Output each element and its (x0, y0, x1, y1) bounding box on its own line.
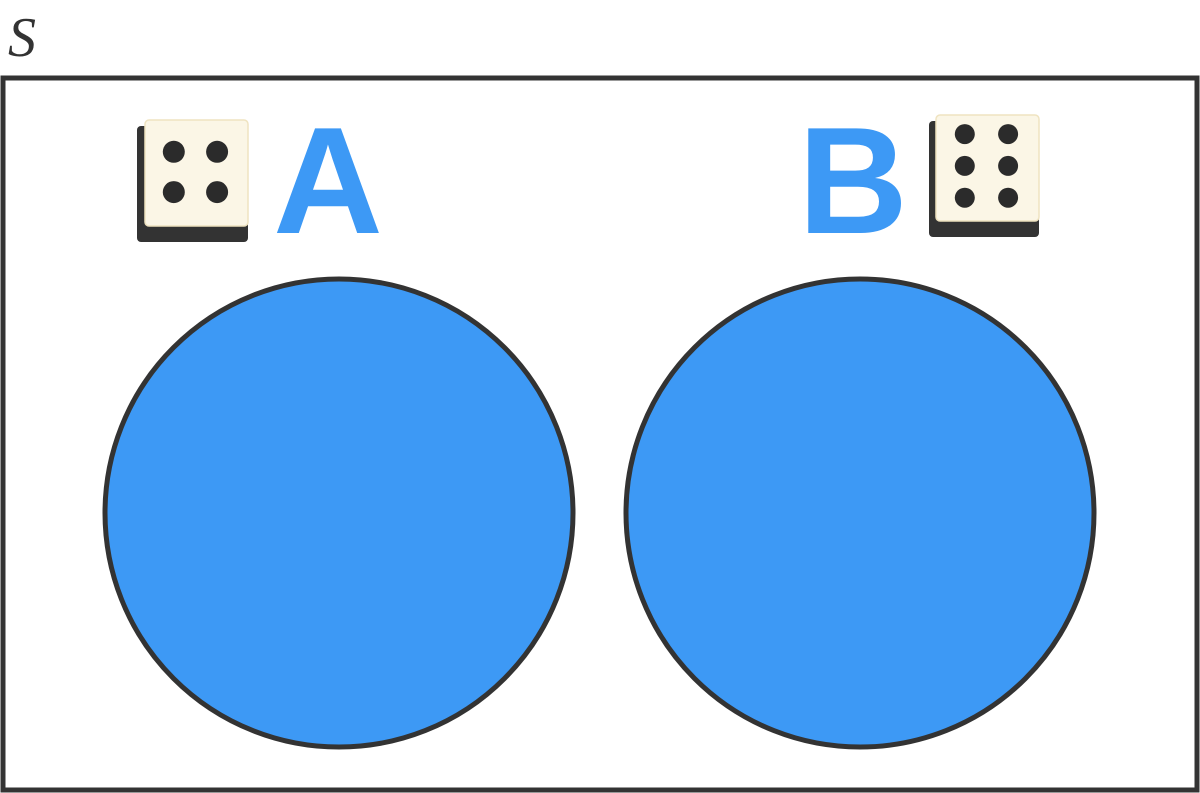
die-face (144, 119, 249, 227)
die-pip (998, 124, 1019, 145)
universe-label: S (8, 7, 36, 69)
die-pips (162, 140, 229, 204)
die-pip (206, 181, 229, 204)
die-pip (954, 124, 975, 145)
set-b-circle (623, 276, 1097, 750)
die-pip (206, 140, 229, 163)
universe-rectangle (0, 75, 1200, 793)
die-pip (954, 187, 975, 208)
set-a-circle (102, 276, 576, 750)
die-pip (998, 155, 1019, 176)
set-a-label: A (273, 96, 383, 266)
set-b-label: B (798, 96, 908, 266)
die-pip (998, 187, 1019, 208)
set-b-group: B (623, 96, 1097, 750)
die-pip (162, 181, 185, 204)
set-a-group: A (102, 96, 576, 750)
die-face (935, 114, 1040, 222)
die-pip (162, 140, 185, 163)
die-six-icon (929, 114, 1040, 237)
die-pip (954, 155, 975, 176)
die-four-icon (137, 119, 249, 242)
die-pips (954, 124, 1019, 208)
